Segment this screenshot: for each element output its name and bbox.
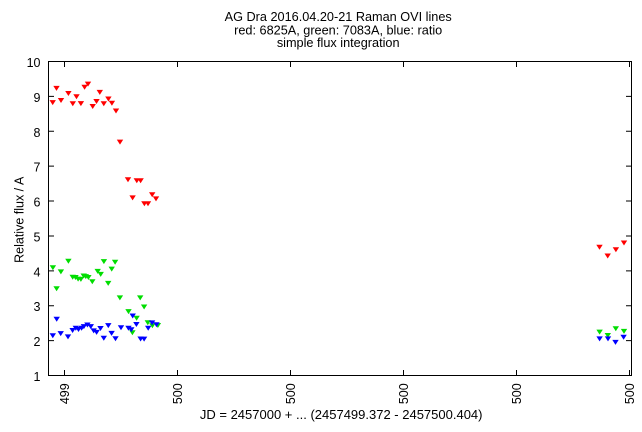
svg-text:red: 6825A, green: 7083A, blue: red: 6825A, green: 7083A, blue: ratio — [234, 23, 442, 37]
svg-text:4: 4 — [34, 265, 41, 279]
svg-text:1: 1 — [34, 370, 41, 384]
svg-text:simple flux integration: simple flux integration — [277, 36, 400, 50]
svg-text:3: 3 — [34, 300, 41, 314]
svg-text:500: 500 — [510, 383, 524, 404]
svg-text:500: 500 — [284, 383, 298, 404]
svg-text:10: 10 — [27, 56, 41, 70]
svg-text:8: 8 — [34, 126, 41, 140]
svg-text:AG Dra 2016.04.20-21 Raman OVI: AG Dra 2016.04.20-21 Raman OVI lines — [225, 10, 452, 24]
svg-text:JD = 2457000 + ... (2457499.37: JD = 2457000 + ... (2457499.372 - 245750… — [200, 407, 483, 422]
svg-text:500: 500 — [397, 383, 411, 404]
svg-text:7: 7 — [34, 161, 41, 175]
svg-text:2: 2 — [34, 335, 41, 349]
svg-text:6: 6 — [34, 196, 41, 210]
svg-text:500: 500 — [171, 383, 185, 404]
svg-text:499: 499 — [58, 383, 72, 404]
svg-text:Relative flux / A: Relative flux / A — [12, 176, 26, 263]
svg-text:9: 9 — [34, 91, 41, 105]
svg-text:500: 500 — [623, 383, 637, 404]
svg-text:5: 5 — [34, 230, 41, 244]
